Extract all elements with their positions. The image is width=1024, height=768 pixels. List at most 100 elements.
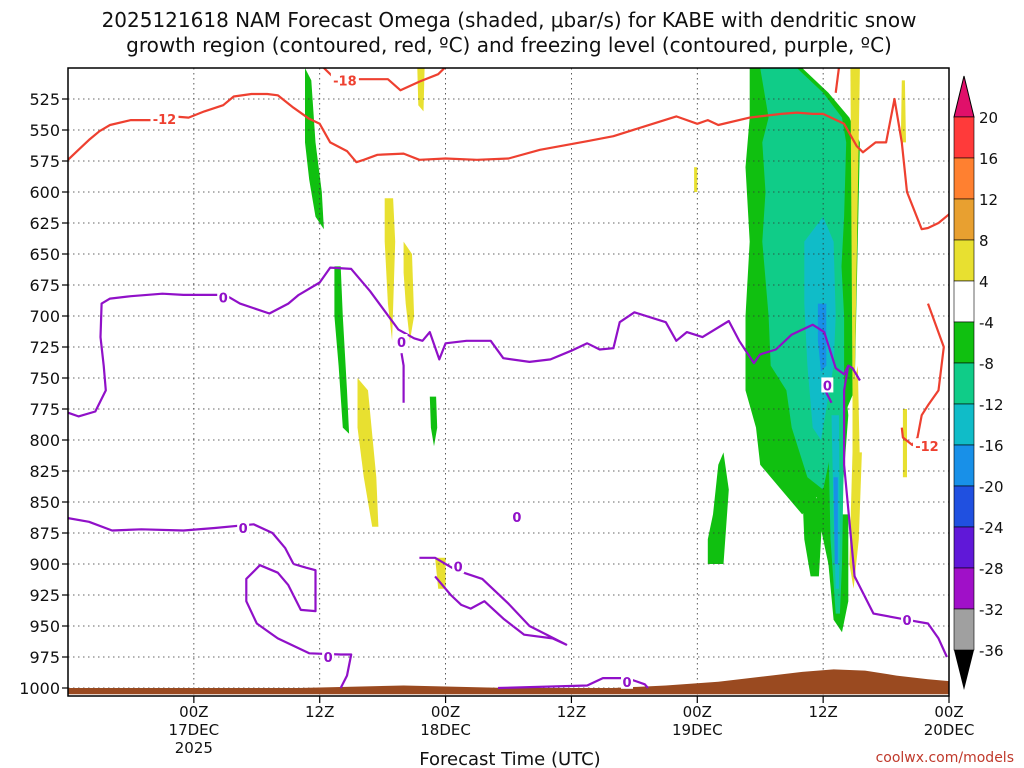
purple-contour-0 — [68, 266, 861, 418]
chart-title-line1: 2025121618 NAM Forecast Omega (shaded, μ… — [102, 8, 917, 32]
purple-label-bg-8 — [821, 377, 834, 393]
purple-contour-1 — [400, 353, 405, 403]
purple-label-bg-5 — [510, 508, 523, 524]
x-tick-date-24: 18DEC — [420, 721, 471, 739]
omega-region-23 — [900, 80, 906, 143]
colorbar-label-12: -32 — [979, 601, 1004, 619]
x-tick-date-48: 19DEC — [672, 721, 723, 739]
purple-contour-label-1: 0 — [397, 336, 406, 351]
colorbar-swatch-8 — [953, 444, 975, 487]
colorbar-swatch-2 — [953, 198, 975, 241]
purple-contour-6 — [497, 676, 649, 690]
y-tick-label-1000: 1000 — [19, 679, 60, 698]
y-tick-label-625: 625 — [29, 214, 60, 233]
plot-frame — [67, 67, 950, 697]
y-tick-label-950: 950 — [29, 617, 60, 636]
red-contour-3 — [834, 68, 840, 93]
purple-contour-label-4: 0 — [454, 560, 463, 575]
red-contour-0 — [68, 92, 949, 231]
x-tick-label-24: 00Z — [431, 703, 460, 721]
purple-contour-label-0: 0 — [219, 291, 228, 306]
colorbar-label-9: -20 — [979, 478, 1004, 496]
colorbar-swatch-9 — [953, 485, 975, 528]
purple-label-bg-0 — [217, 289, 230, 305]
colorbar-label-7: -12 — [979, 396, 1004, 414]
omega-region-24 — [902, 409, 907, 478]
x-tick-label-48: 00Z — [683, 703, 712, 721]
red-label-bg-0 — [150, 110, 179, 126]
omega-region-5 — [429, 396, 438, 447]
y-tick-label-675: 675 — [29, 276, 60, 295]
purple-label-bg-6 — [621, 673, 634, 689]
y-tick-label-850: 850 — [29, 493, 60, 512]
purple-label-bg-2 — [237, 520, 250, 536]
purple-contour-label-5: 0 — [512, 511, 521, 526]
omega-region-1 — [334, 266, 350, 434]
y-tick-label-925: 925 — [29, 586, 60, 605]
y-tick-label-575: 575 — [29, 152, 60, 171]
omega-region-3 — [384, 198, 396, 341]
y-tick-label-875: 875 — [29, 524, 60, 543]
credit-text: coolwx.com/models — [876, 750, 1014, 766]
contour-labels: -12 -18 -12 -12 0 0 0 0 0 0 0 0 0 — [150, 72, 941, 691]
colorbar-label-5: -4 — [979, 314, 994, 332]
y-tick-label-775: 775 — [29, 400, 60, 419]
y-tick-label-600: 600 — [29, 183, 60, 202]
colorbar-swatch-12 — [953, 608, 975, 651]
colorbar-label-2: 12 — [979, 191, 998, 209]
x-tick-label-72: 00Z — [934, 703, 963, 721]
y-tick-label-825: 825 — [29, 462, 60, 481]
purple-contour-4 — [419, 556, 568, 646]
colorbar-label-10: -24 — [979, 519, 1004, 537]
colorbar-label-6: -8 — [979, 355, 994, 373]
x-tick-year-0: 2025 — [175, 739, 213, 757]
omega-region-0 — [305, 68, 324, 230]
y-tick-label-725: 725 — [29, 338, 60, 357]
y-tick-label-750: 750 — [29, 369, 60, 388]
terrain — [68, 669, 949, 695]
y-tick-label-525: 525 — [29, 90, 60, 109]
x-tick-label-60: 12Z — [808, 703, 837, 721]
omega-region-12 — [802, 489, 824, 577]
purple-label-bg-7 — [901, 611, 914, 627]
y-tick-label-900: 900 — [29, 555, 60, 574]
purple-contour-3 — [245, 562, 353, 689]
omega-region-4 — [403, 241, 415, 341]
colorbar-label-4: 4 — [979, 273, 989, 291]
purple-label-bg-3 — [322, 649, 335, 664]
colorbar-swatch-0 — [953, 116, 975, 159]
omega-region-7 — [417, 68, 425, 112]
purple-freezing-contours — [68, 266, 948, 690]
purple-contour-label-3: 0 — [324, 651, 333, 666]
y-tick-label-650: 650 — [29, 245, 60, 264]
colorbar-label-1: 16 — [979, 150, 998, 168]
omega-region-19 — [833, 477, 838, 564]
colorbar-swatch-6 — [953, 362, 975, 405]
y-tick-label-975: 975 — [29, 648, 60, 667]
colorbar-swatch-7 — [953, 403, 975, 446]
purple-contour-7 — [842, 365, 948, 658]
y-tick-label-550: 550 — [29, 121, 60, 140]
purple-contour-label-2: 0 — [239, 522, 248, 537]
red-dendritic-contours — [68, 68, 949, 447]
colorbar-label-3: 8 — [979, 232, 989, 250]
purple-label-bg-4 — [452, 558, 465, 574]
omega-region-28 — [999, 68, 1001, 105]
red-contour-4 — [900, 303, 945, 447]
x-tick-label-0: 00Z — [179, 703, 208, 721]
y-tick-label-700: 700 — [29, 307, 60, 326]
colorbar-label-0: 20 — [979, 109, 998, 127]
colorbar-swatch-1 — [953, 157, 975, 200]
red-contour-label-0: -12 — [153, 113, 177, 128]
x-axis-label: Forecast Time (UTC) — [419, 749, 600, 768]
x-tick-date-72: 20DEC — [924, 721, 975, 739]
colorbar-label-13: -36 — [979, 642, 1004, 660]
red-contour-label-4: -12 — [915, 440, 939, 455]
omega-region-8 — [707, 452, 729, 564]
omega-region-20 — [850, 68, 860, 391]
colorbar-swatch-11 — [953, 567, 975, 610]
purple-contour-label-6: 0 — [622, 676, 631, 691]
terrain-fill — [68, 669, 949, 695]
